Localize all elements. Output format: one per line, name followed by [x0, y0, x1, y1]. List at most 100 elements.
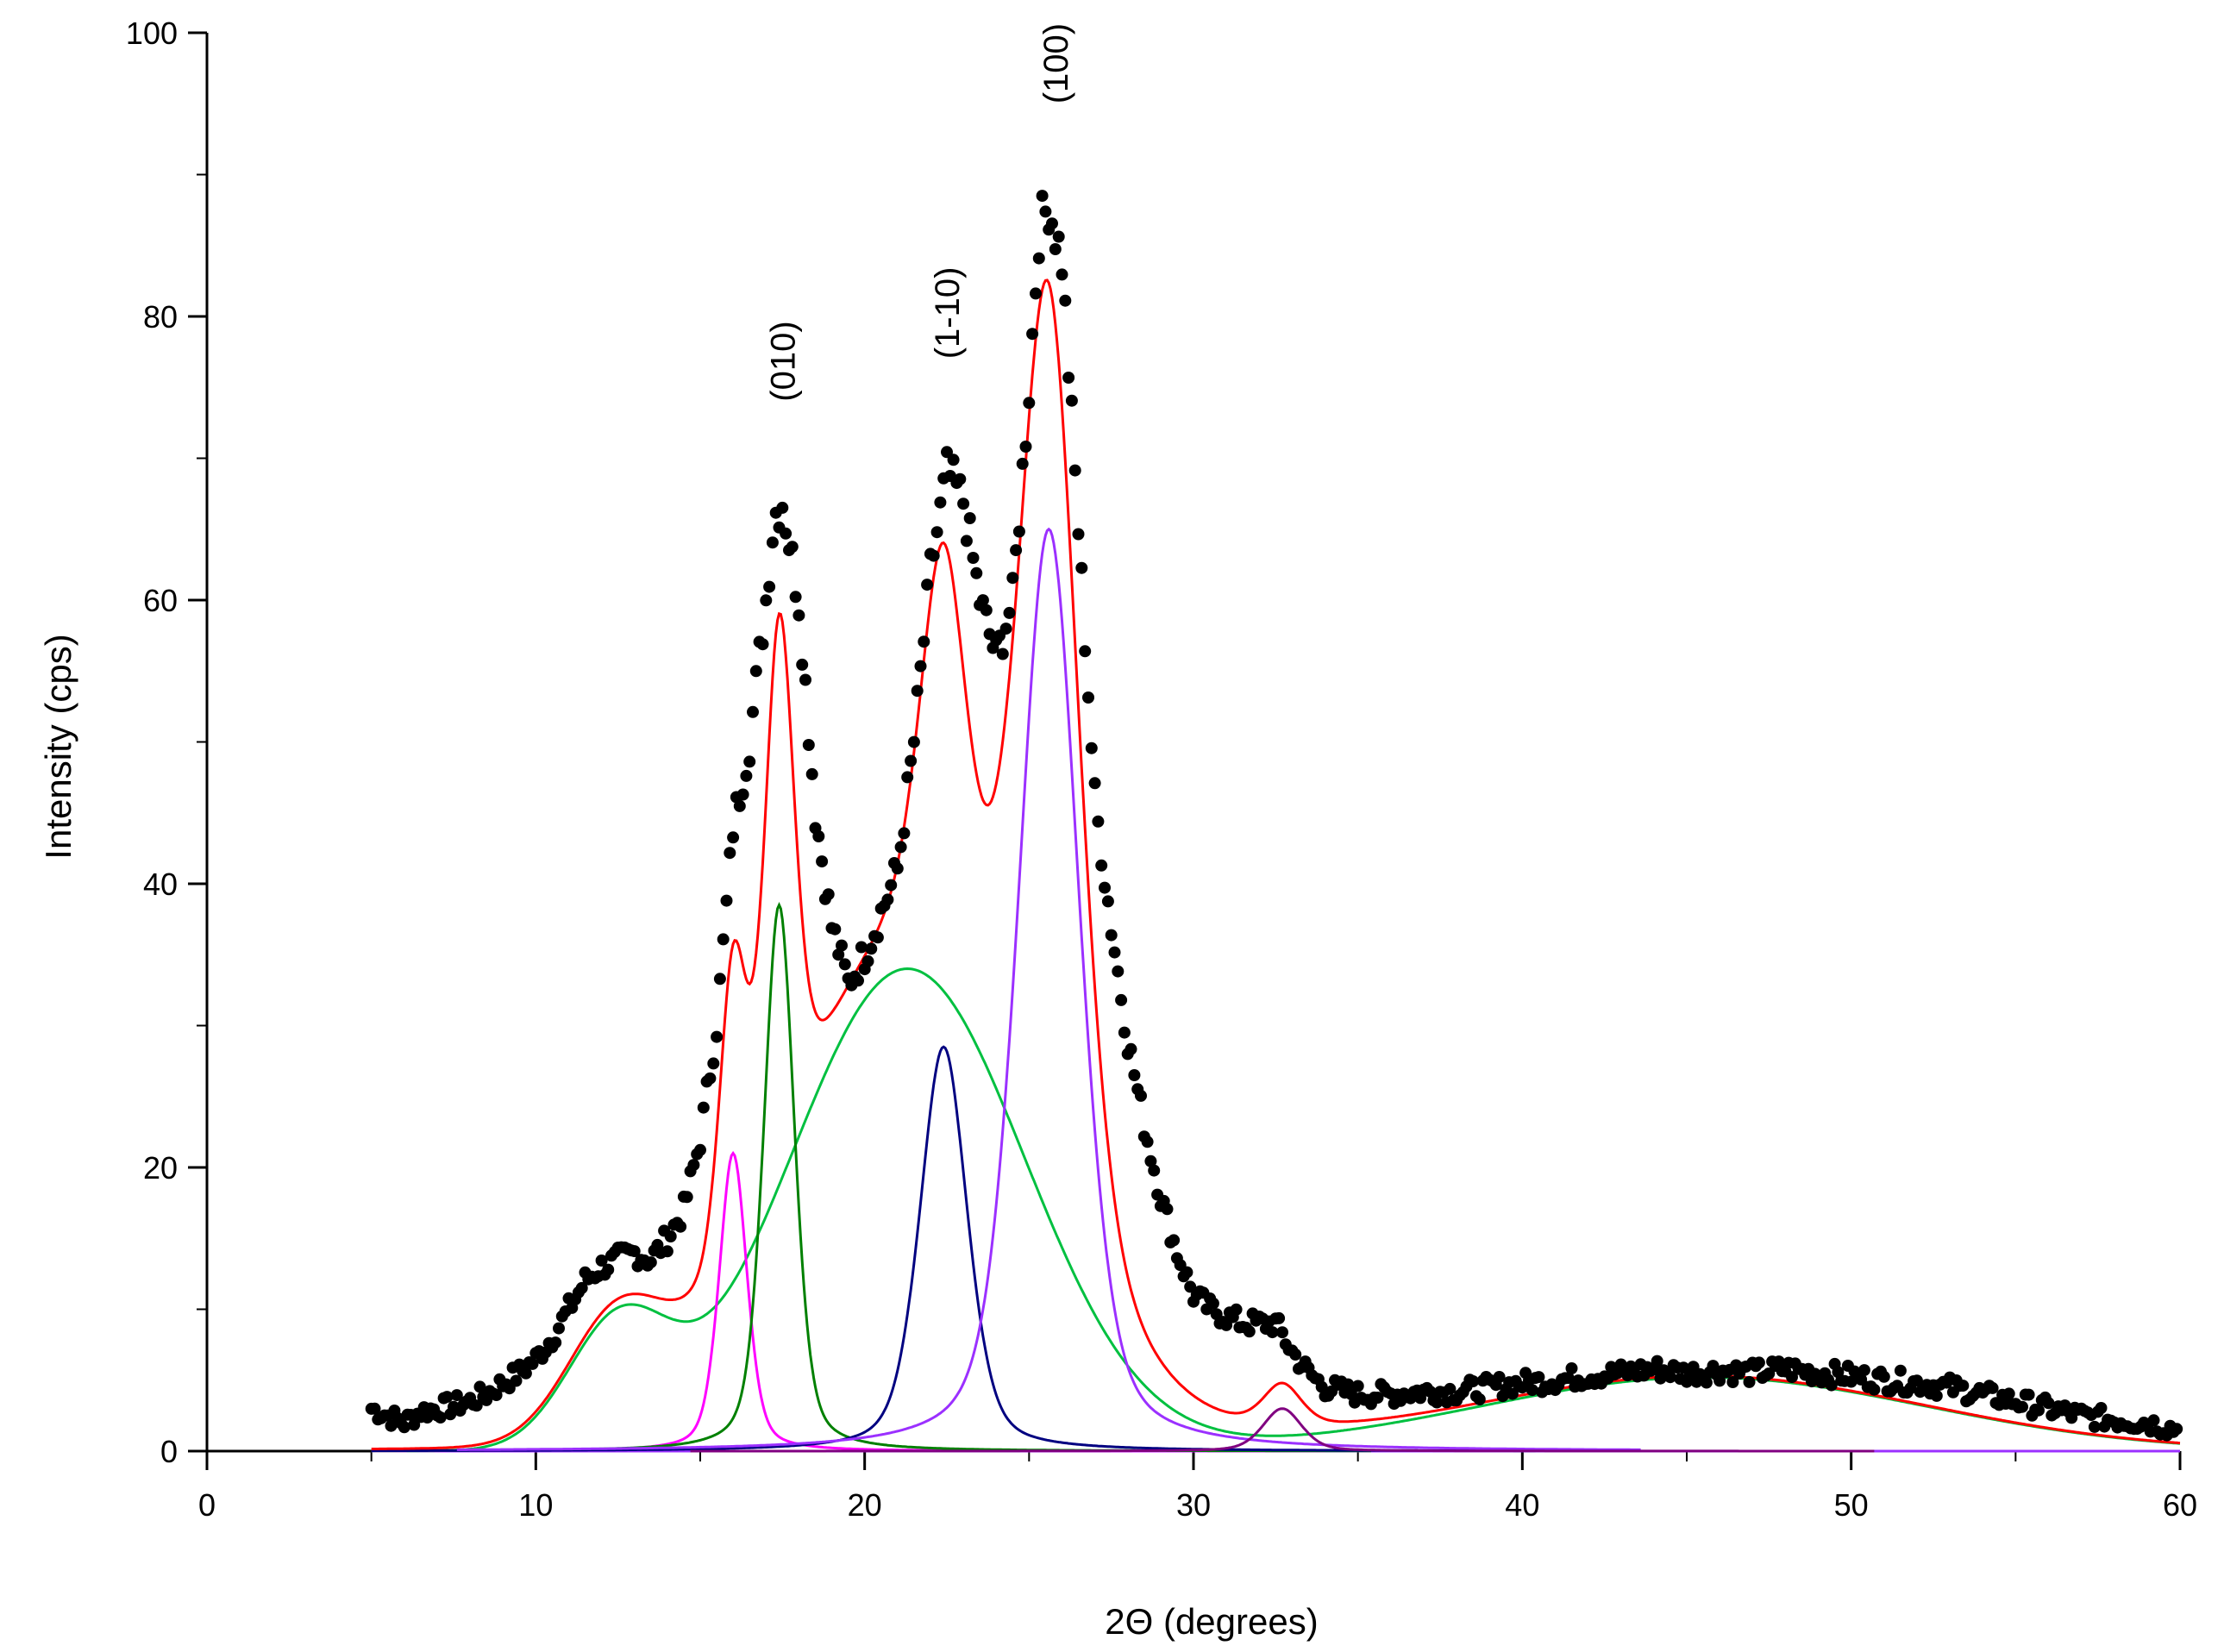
data-point: [776, 501, 789, 514]
data-point: [1059, 294, 1072, 307]
y-tick-label: 60: [143, 583, 178, 618]
data-point: [1230, 1303, 1243, 1316]
total-fit-curve: [371, 278, 2181, 1450]
data-point: [1184, 1280, 1197, 1293]
data-point: [898, 827, 911, 840]
data-point: [799, 673, 811, 686]
data-point: [760, 594, 773, 607]
y-tick-label: 20: [143, 1150, 178, 1186]
data-point: [1957, 1380, 1970, 1392]
data-point: [1910, 1374, 1923, 1387]
data-point: [861, 954, 874, 967]
data-point: [1473, 1393, 1486, 1405]
data-point: [1016, 457, 1029, 470]
data-point: [549, 1336, 562, 1349]
data-point: [756, 638, 769, 651]
data-point: [747, 705, 759, 718]
data-point: [1046, 217, 1058, 230]
data-point: [644, 1256, 657, 1269]
data-point: [832, 948, 845, 961]
x-tick-label: 50: [1834, 1487, 1869, 1523]
data-point: [999, 623, 1012, 635]
data-point: [1930, 1389, 1943, 1402]
data-point: [2147, 1414, 2160, 1427]
data-point: [674, 1220, 687, 1233]
data-point: [510, 1374, 523, 1387]
data-point: [736, 788, 749, 801]
peak-curve-32-7: [690, 1407, 1875, 1453]
peak-curve-25-6: [456, 527, 1641, 1451]
data-point: [470, 1399, 483, 1412]
data-point: [1036, 190, 1049, 203]
data-point: [1894, 1364, 1907, 1377]
data-point: [829, 923, 842, 936]
data-point: [763, 580, 776, 593]
fit-curves: [371, 278, 2181, 1453]
data-point: [1082, 691, 1094, 704]
data-point: [934, 496, 947, 509]
data-point: [519, 1367, 532, 1380]
data-point: [1877, 1370, 1890, 1383]
measured-points: [365, 190, 2183, 1442]
data-point: [822, 888, 835, 901]
data-point: [1065, 394, 1078, 407]
data-point: [1112, 965, 1125, 978]
x-axis-title: 2Θ (degrees): [1105, 1601, 1318, 1642]
data-point: [1039, 205, 1052, 218]
data-point: [733, 799, 746, 812]
data-point: [1168, 1234, 1181, 1247]
data-point: [740, 769, 753, 782]
peak-annotations: (010) (1-10) (100): [764, 23, 1075, 402]
data-point: [970, 566, 983, 579]
data-point: [1128, 1069, 1141, 1081]
data-point: [960, 535, 973, 548]
data-point: [450, 1389, 463, 1402]
data-point: [905, 754, 918, 767]
data-point: [1444, 1382, 1457, 1395]
data-point: [490, 1389, 503, 1401]
x-tick-label: 40: [1505, 1487, 1539, 1523]
x-tick-label: 30: [1176, 1487, 1211, 1523]
data-point: [749, 665, 762, 678]
data-point: [2065, 1411, 2078, 1424]
data-point: [526, 1357, 539, 1370]
data-point: [1772, 1355, 1785, 1368]
data-point: [687, 1159, 700, 1172]
data-point: [881, 893, 894, 906]
data-point: [1493, 1371, 1506, 1383]
data-point: [947, 454, 960, 466]
data-point: [865, 942, 878, 955]
data-point: [1161, 1203, 1174, 1216]
data-point: [930, 526, 943, 539]
y-tick-label: 80: [143, 299, 178, 335]
data-point: [1868, 1383, 1881, 1396]
data-point: [812, 830, 825, 842]
data-point: [704, 1072, 717, 1085]
y-tick-label: 0: [160, 1434, 178, 1469]
data-point: [836, 939, 848, 952]
data-point: [1056, 268, 1068, 281]
data-point: [1079, 645, 1092, 658]
data-point: [914, 660, 927, 673]
data-point: [901, 771, 914, 784]
data-point: [1125, 1042, 1137, 1055]
data-point: [1105, 929, 1118, 942]
data-point: [1532, 1371, 1545, 1384]
data-point: [1181, 1266, 1193, 1279]
data-point: [2042, 1397, 2055, 1410]
data-point: [664, 1230, 677, 1242]
x-tick-label: 60: [2163, 1487, 2197, 1523]
data-point: [1068, 464, 1081, 477]
data-point: [907, 735, 920, 748]
data-point: [1010, 544, 1023, 557]
data-point: [967, 552, 980, 564]
data-point: [1101, 895, 1114, 908]
y-tick-label: 40: [143, 867, 178, 902]
data-point: [1825, 1379, 1838, 1392]
data-point: [1243, 1325, 1256, 1338]
data-point: [2095, 1402, 2108, 1414]
data-point: [1351, 1380, 1364, 1392]
data-point: [1030, 287, 1042, 300]
data-point: [1342, 1378, 1355, 1391]
data-point: [1431, 1396, 1444, 1409]
